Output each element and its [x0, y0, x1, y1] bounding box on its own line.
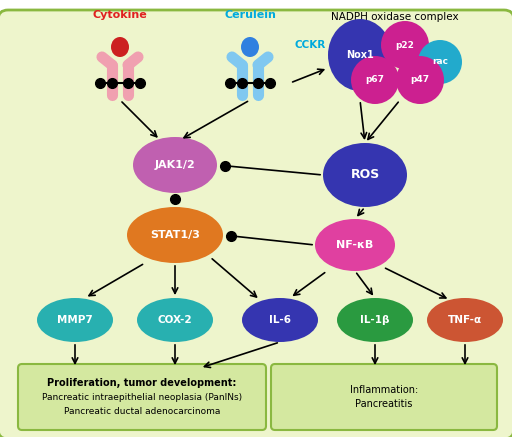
- Ellipse shape: [328, 19, 392, 91]
- Ellipse shape: [381, 21, 429, 69]
- Text: ROS: ROS: [350, 169, 379, 181]
- Text: CCKR: CCKR: [294, 40, 326, 50]
- FancyBboxPatch shape: [271, 364, 497, 430]
- Ellipse shape: [315, 219, 395, 271]
- Ellipse shape: [137, 298, 213, 342]
- Text: p67: p67: [366, 76, 385, 84]
- Ellipse shape: [418, 40, 462, 84]
- Text: MMP7: MMP7: [57, 315, 93, 325]
- Text: p47: p47: [411, 76, 430, 84]
- Text: Proliferation, tumor development:: Proliferation, tumor development:: [47, 378, 237, 388]
- Text: TNF-α: TNF-α: [448, 315, 482, 325]
- Ellipse shape: [127, 207, 223, 263]
- Ellipse shape: [337, 298, 413, 342]
- Text: STAT1/3: STAT1/3: [150, 230, 200, 240]
- Text: Inflammation:: Inflammation:: [350, 385, 418, 395]
- Ellipse shape: [37, 298, 113, 342]
- Text: p22: p22: [396, 41, 414, 49]
- Ellipse shape: [396, 56, 444, 104]
- Text: COX-2: COX-2: [158, 315, 193, 325]
- Text: IL-6: IL-6: [269, 315, 291, 325]
- Ellipse shape: [351, 56, 399, 104]
- FancyBboxPatch shape: [18, 364, 266, 430]
- Text: Pancreatic ductal adenocarcinoma: Pancreatic ductal adenocarcinoma: [64, 406, 220, 416]
- Text: Cytokine: Cytokine: [93, 10, 147, 20]
- Ellipse shape: [241, 37, 259, 57]
- Ellipse shape: [323, 143, 407, 207]
- Text: rac: rac: [432, 58, 448, 66]
- Text: NF-κB: NF-κB: [336, 240, 374, 250]
- Text: Nox1: Nox1: [346, 50, 374, 60]
- Ellipse shape: [427, 298, 503, 342]
- Ellipse shape: [133, 137, 217, 193]
- Ellipse shape: [111, 37, 129, 57]
- Text: JAK1/2: JAK1/2: [155, 160, 196, 170]
- Text: IL-1β: IL-1β: [360, 315, 390, 325]
- Ellipse shape: [242, 298, 318, 342]
- Text: Pancreatitis: Pancreatitis: [355, 399, 413, 409]
- Text: Pancreatic intraepithelial neoplasia (PanINs): Pancreatic intraepithelial neoplasia (Pa…: [42, 392, 242, 402]
- Text: NADPH oxidase complex: NADPH oxidase complex: [331, 12, 459, 22]
- Text: Cerulein: Cerulein: [224, 10, 276, 20]
- FancyBboxPatch shape: [0, 10, 512, 437]
